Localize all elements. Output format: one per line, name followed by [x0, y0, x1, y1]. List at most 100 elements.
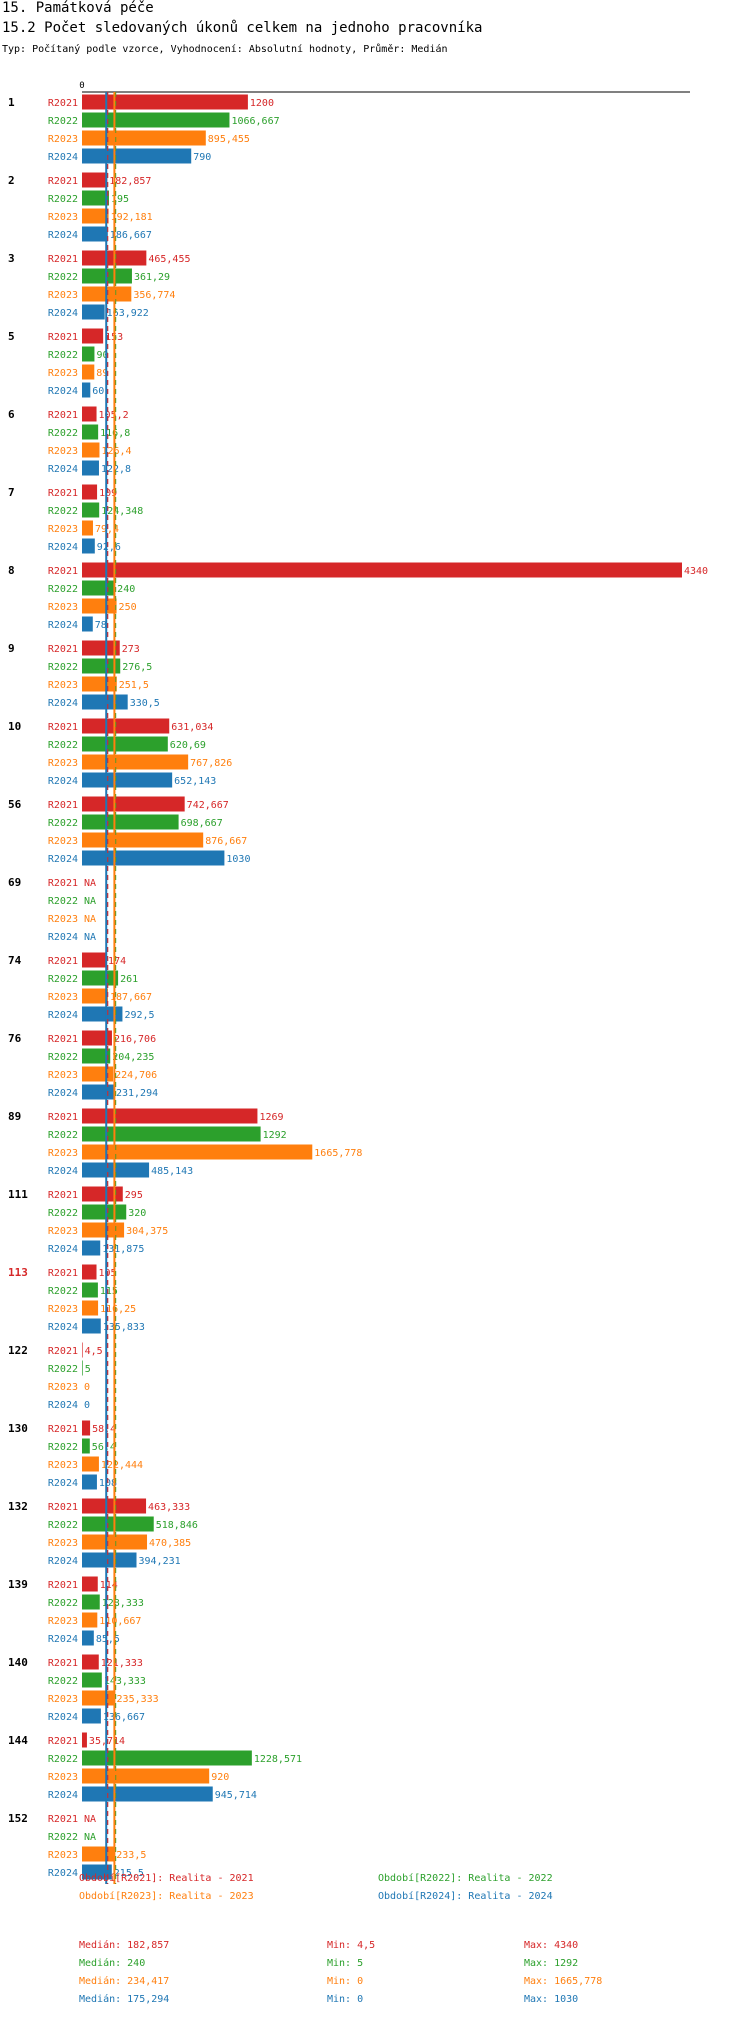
legend-item-R2023: Období[R2023]: Realita - 2023	[79, 1890, 254, 1902]
group-label-1: 1	[8, 96, 15, 109]
series-label-R2021: R2021	[48, 1502, 78, 1513]
series-label-R2024: R2024	[48, 464, 78, 475]
series-label-R2021: R2021	[48, 1190, 78, 1201]
bar-152-R2024	[82, 1864, 112, 1880]
series-label-R2022: R2022	[48, 1598, 78, 1609]
data-label-56-R2024: 1030	[226, 854, 250, 865]
bar-74-R2023	[82, 988, 108, 1004]
series-label-R2023: R2023	[48, 1148, 78, 1159]
series-label-R2023: R2023	[48, 1304, 78, 1315]
data-label-111-R2022: 320	[128, 1208, 146, 1219]
data-label-9-R2023: 251,5	[119, 680, 149, 691]
data-label-122-R2021: 4,5	[85, 1346, 103, 1357]
series-label-R2023: R2023	[48, 368, 78, 379]
series-label-R2021: R2021	[48, 1814, 78, 1825]
series-label-R2022: R2022	[48, 584, 78, 595]
bar-140-R2023	[82, 1690, 115, 1706]
stat-max-R2023: Max: 1665,778	[524, 1976, 602, 1987]
data-label-3-R2024: 163,922	[107, 308, 149, 319]
series-label-R2021: R2021	[48, 1268, 78, 1279]
data-label-130-R2024: 108	[99, 1478, 117, 1489]
bar-76-R2021	[82, 1030, 112, 1046]
series-label-R2024: R2024	[48, 152, 78, 163]
series-label-R2024: R2024	[48, 1556, 78, 1567]
series-label-R2024: R2024	[48, 1088, 78, 1099]
bar-113-R2024	[82, 1318, 101, 1334]
bar-140-R2024	[82, 1708, 101, 1724]
bar-5-R2021	[82, 328, 104, 344]
data-label-152-R2024: 215,5	[114, 1868, 144, 1879]
bar-56-R2021	[82, 796, 185, 812]
bar-139-R2021	[82, 1576, 98, 1592]
chart-subtitle: 15.2 Počet sledovaných úkonů celkem na j…	[2, 20, 483, 36]
data-label-76-R2022: 204,235	[112, 1052, 154, 1063]
data-label-69-R2024: NA	[84, 932, 96, 943]
data-label-113-R2023: 116,25	[100, 1304, 136, 1315]
series-label-R2021: R2021	[48, 878, 78, 889]
series-label-R2022: R2022	[48, 818, 78, 829]
stat-max-R2022: Max: 1292	[524, 1958, 578, 1969]
bar-10-R2021	[82, 718, 170, 734]
group-label-89: 89	[8, 1110, 21, 1123]
bar-5-R2023	[82, 364, 95, 380]
bar-111-R2024	[82, 1240, 101, 1256]
series-label-R2022: R2022	[48, 1676, 78, 1687]
bar-2-R2022	[82, 190, 109, 206]
series-label-R2022: R2022	[48, 116, 78, 127]
data-label-132-R2022: 518,846	[156, 1520, 198, 1531]
series-label-R2024: R2024	[48, 1244, 78, 1255]
bar-144-R2023	[82, 1768, 210, 1784]
bar-122-R2022	[82, 1360, 83, 1376]
series-label-R2022: R2022	[48, 740, 78, 751]
stat-min-R2023: Min: 0	[327, 1976, 363, 1987]
data-label-132-R2023: 470,385	[149, 1538, 191, 1549]
group-label-132: 132	[8, 1500, 28, 1513]
bar-139-R2023	[82, 1612, 98, 1628]
series-label-R2023: R2023	[48, 446, 78, 457]
data-label-7-R2021: 109	[99, 488, 117, 499]
series-label-R2024: R2024	[48, 1634, 78, 1645]
bar-111-R2021	[82, 1186, 123, 1202]
series-label-R2021: R2021	[48, 1112, 78, 1123]
bar-9-R2022	[82, 658, 121, 674]
series-label-R2024: R2024	[48, 230, 78, 241]
series-label-R2023: R2023	[48, 1538, 78, 1549]
data-label-111-R2021: 295	[125, 1190, 143, 1201]
bar-10-R2022	[82, 736, 168, 752]
bar-6-R2021	[82, 406, 97, 422]
data-label-140-R2021: 121,333	[101, 1658, 143, 1669]
series-label-R2023: R2023	[48, 134, 78, 145]
series-label-R2021: R2021	[48, 1424, 78, 1435]
bar-6-R2023	[82, 442, 100, 458]
bar-74-R2021	[82, 952, 107, 968]
bar-113-R2021	[82, 1264, 97, 1280]
series-label-R2022: R2022	[48, 1364, 78, 1375]
group-label-111: 111	[8, 1188, 28, 1201]
bar-5-R2024	[82, 382, 91, 398]
bar-8-R2021	[82, 562, 682, 578]
data-label-69-R2023: NA	[84, 914, 96, 925]
bar-3-R2024	[82, 304, 105, 320]
bar-2-R2021	[82, 172, 108, 188]
group-label-7: 7	[8, 486, 15, 499]
data-label-144-R2022: 1228,571	[254, 1754, 302, 1765]
series-label-R2023: R2023	[48, 836, 78, 847]
bar-9-R2023	[82, 676, 117, 692]
series-label-R2022: R2022	[48, 1208, 78, 1219]
group-label-76: 76	[8, 1032, 22, 1045]
bar-9-R2024	[82, 694, 128, 710]
data-label-132-R2024: 394,231	[139, 1556, 181, 1567]
bar-130-R2024	[82, 1474, 97, 1490]
data-label-139-R2024: 85,5	[96, 1634, 120, 1645]
data-label-130-R2023: 122,444	[101, 1460, 143, 1471]
group-label-139: 139	[8, 1578, 28, 1591]
bar-111-R2022	[82, 1204, 127, 1220]
bar-140-R2022	[82, 1672, 102, 1688]
series-label-R2023: R2023	[48, 680, 78, 691]
data-label-152-R2023: 233,5	[116, 1850, 146, 1861]
bar-130-R2022	[82, 1438, 90, 1454]
series-label-R2023: R2023	[48, 758, 78, 769]
bar-111-R2023	[82, 1222, 125, 1238]
bar-122-R2021	[82, 1342, 83, 1358]
data-label-56-R2021: 742,667	[187, 800, 229, 811]
